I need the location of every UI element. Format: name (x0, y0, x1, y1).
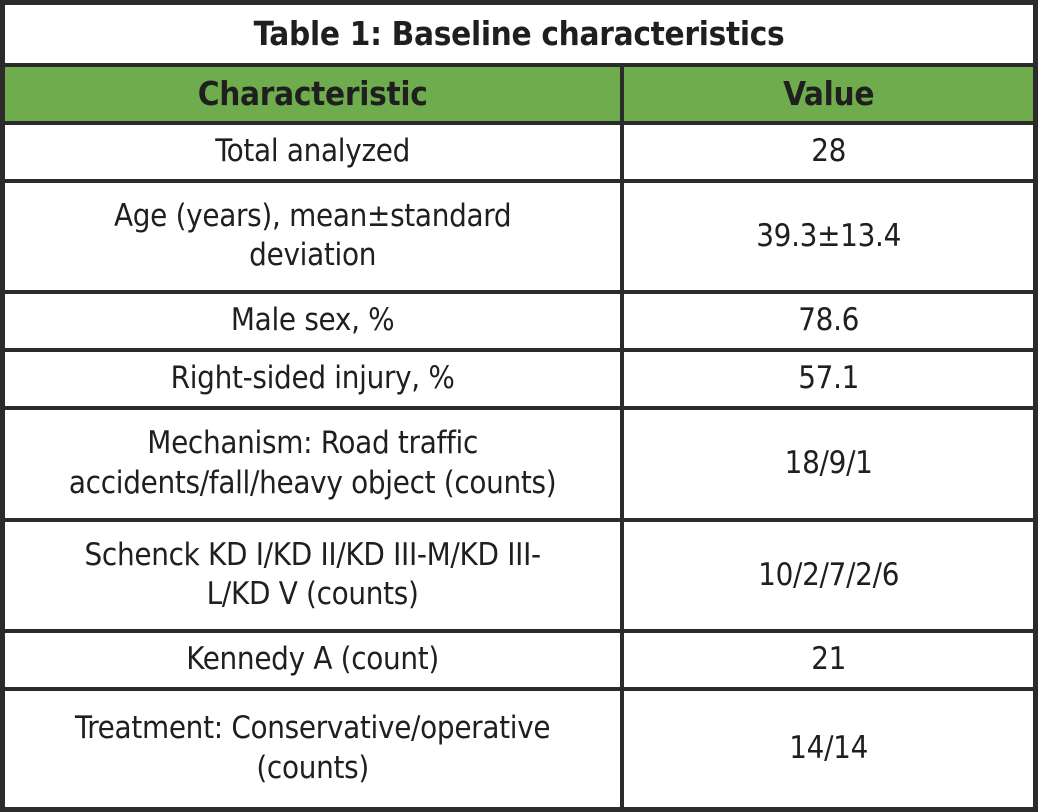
value-cell: 21 (620, 629, 1038, 692)
table-row: Kennedy A (count) 21 (0, 629, 1038, 692)
table-header-row: Characteristic Value (0, 62, 1038, 125)
table-row: Schenck KD I/KD II/KD III-M/KD III- L/KD… (0, 517, 1038, 634)
table-row: Total analyzed 28 (0, 120, 1038, 183)
characteristic-cell: Treatment: Conservative/operative (count… (0, 687, 625, 812)
characteristic-cell: Age (years), mean±standard deviation (0, 178, 625, 295)
table-row: Male sex, % 78.6 (0, 290, 1038, 353)
column-header-value: Value (620, 62, 1038, 125)
characteristic-cell: Mechanism: Road traffic accidents/fall/h… (0, 406, 625, 522)
characteristic-cell: Kennedy A (count) (0, 629, 625, 692)
characteristic-cell: Right-sided injury, % (0, 348, 625, 411)
table-title-row: Table 1: Baseline characteristics (0, 0, 1038, 67)
table-row: Treatment: Conservative/operative (count… (0, 687, 1038, 812)
characteristic-cell: Schenck KD I/KD II/KD III-M/KD III- L/KD… (0, 517, 625, 634)
value-cell: 10/2/7/2/6 (620, 517, 1038, 634)
value-cell: 78.6 (620, 290, 1038, 353)
value-cell: 39.3±13.4 (620, 178, 1038, 295)
column-header-characteristic: Characteristic (0, 62, 625, 125)
value-cell: 57.1 (620, 348, 1038, 411)
characteristic-cell: Male sex, % (0, 290, 625, 353)
table-row: Age (years), mean±standard deviation 39.… (0, 178, 1038, 295)
table-row: Right-sided injury, % 57.1 (0, 348, 1038, 411)
table-row: Mechanism: Road traffic accidents/fall/h… (0, 406, 1038, 522)
characteristic-cell: Total analyzed (0, 120, 625, 183)
value-cell: 14/14 (620, 687, 1038, 812)
value-cell: 28 (620, 120, 1038, 183)
table-title: Table 1: Baseline characteristics (0, 0, 1038, 67)
value-cell: 18/9/1 (620, 406, 1038, 522)
